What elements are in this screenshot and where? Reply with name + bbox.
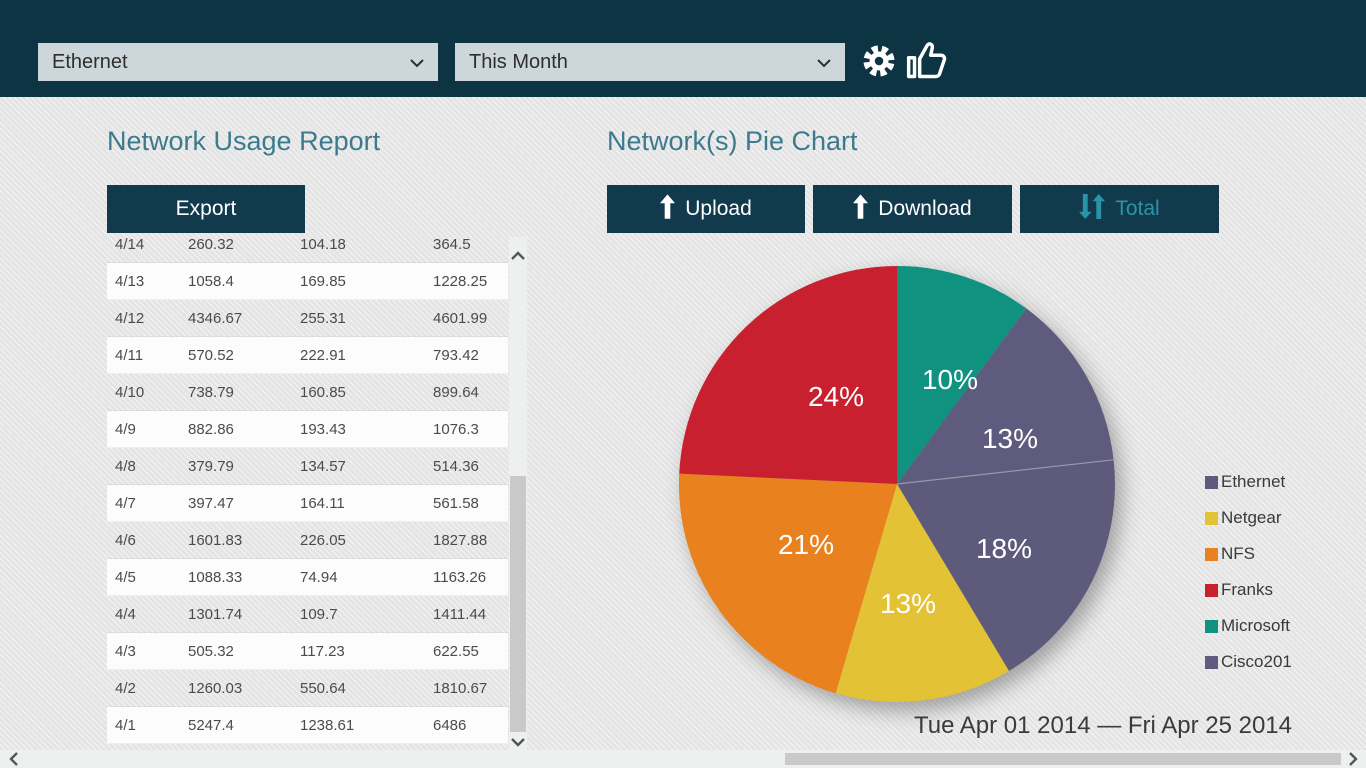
usage-table: 4/14 260.32 104.18 364.5 4/13 1058.4 169.85 12…: [107, 237, 508, 745]
table-row[interactable]: 4/10 738.79 160.85 899.64: [107, 374, 508, 411]
pie-slice-ethernet[interactable]: [897, 459, 1115, 671]
pie-slice-nfs[interactable]: [679, 473, 897, 694]
table-scrollbar-thumb[interactable]: [510, 476, 526, 732]
network-select-value: Ethernet: [52, 50, 128, 73]
pie-slice-microsoft[interactable]: [897, 266, 1027, 484]
export-button-label: Export: [175, 197, 237, 220]
pie-slice-franks[interactable]: [679, 266, 897, 484]
table-row[interactable]: 4/6 1601.83 226.05 1827.88: [107, 522, 508, 559]
network-pie-chart: 10% 13% 18% 13% 21% 24%: [679, 266, 1115, 702]
legend-swatch: [1205, 511, 1218, 525]
date-range-label: Tue Apr 01 2014 — Fri Apr 25 2014: [913, 712, 1292, 739]
slice-separator-line: [896, 459, 1114, 485]
arrow-up-icon: [853, 193, 869, 225]
pie-label-nfs: 21%: [778, 529, 834, 560]
pie-label-ethernet: 18%: [976, 533, 1032, 564]
table-row[interactable]: 4/13 1058.4 169.85 1228.25: [107, 263, 508, 300]
legend-item-netgear: Netgear: [1205, 508, 1292, 528]
table-row[interactable]: 4/8 379.79 134.57 514.36: [107, 448, 508, 485]
legend-item-franks: Franks: [1205, 580, 1292, 600]
pie-label-franks: 24%: [808, 381, 864, 412]
like-button[interactable]: [901, 38, 953, 86]
legend-swatch: [1205, 547, 1218, 561]
chevron-down-icon: [410, 51, 424, 74]
pie-label-cisco201: 13%: [982, 423, 1038, 454]
pie-slice-cisco201[interactable]: [897, 308, 1114, 484]
arrows-up-down-icon: [1079, 193, 1106, 225]
pie-chart-title: Network(s) Pie Chart: [607, 126, 858, 156]
pie-label-microsoft: 10%: [922, 364, 978, 395]
pie-slice-netgear[interactable]: [835, 484, 1009, 702]
scroll-up-arrow-icon[interactable]: [509, 246, 527, 264]
table-row[interactable]: 4/11 570.52 222.91 793.42: [107, 337, 508, 374]
top-app-bar: Ethernet This Month: [0, 0, 1366, 97]
period-select[interactable]: This Month: [455, 43, 845, 81]
upload-button[interactable]: Upload: [607, 185, 805, 233]
table-row[interactable]: 4/12 4346.67 255.31 4601.99: [107, 300, 508, 337]
table-row[interactable]: 4/2 1260.03 550.64 1810.67: [107, 670, 508, 707]
period-select-value: This Month: [469, 50, 568, 73]
total-button-label: Total: [1115, 197, 1160, 220]
table-row[interactable]: 4/5 1088.33 74.94 1163.26: [107, 559, 508, 596]
legend-swatch: [1205, 655, 1218, 669]
total-button[interactable]: Total: [1020, 185, 1219, 233]
settings-button[interactable]: [859, 43, 899, 83]
table-row[interactable]: 4/4 1301.74 109.7 1411.44: [107, 596, 508, 633]
legend-swatch: [1205, 583, 1218, 597]
usage-report-title: Network Usage Report: [107, 126, 381, 156]
legend-item-nfs: NFS: [1205, 544, 1292, 564]
legend-item-cisco201: Cisco201: [1205, 652, 1292, 672]
download-button[interactable]: Download: [813, 185, 1012, 233]
table-row[interactable]: 4/1 5247.4 1238.61 6486: [107, 707, 508, 744]
horizontal-scrollbar-thumb[interactable]: [785, 753, 1341, 765]
scroll-down-arrow-icon[interactable]: [509, 733, 527, 751]
legend-swatch: [1205, 619, 1218, 633]
pie-label-netgear: 13%: [880, 588, 936, 619]
arrow-up-icon: [660, 193, 676, 225]
gear-icon: [860, 42, 898, 85]
scroll-left-arrow-icon[interactable]: [4, 751, 22, 767]
table-row[interactable]: 4/9 882.86 193.43 1076.3: [107, 411, 508, 448]
thumbs-up-icon: [903, 38, 951, 87]
upload-button-label: Upload: [685, 197, 752, 220]
pie-legend: Ethernet Netgear NFS Franks Microsoft Ci…: [1205, 472, 1292, 672]
network-select[interactable]: Ethernet: [38, 43, 438, 81]
table-row[interactable]: 4/7 397.47 164.11 561.58: [107, 485, 508, 522]
chevron-down-icon: [817, 51, 831, 74]
table-row[interactable]: 4/3 505.32 117.23 622.55: [107, 633, 508, 670]
legend-item-microsoft: Microsoft: [1205, 616, 1292, 636]
scroll-right-arrow-icon[interactable]: [1344, 751, 1362, 767]
legend-swatch: [1205, 475, 1218, 489]
download-button-label: Download: [878, 197, 972, 220]
legend-item-ethernet: Ethernet: [1205, 472, 1292, 492]
table-row[interactable]: 4/14 260.32 104.18 364.5: [107, 237, 508, 263]
export-button[interactable]: Export: [107, 185, 305, 233]
